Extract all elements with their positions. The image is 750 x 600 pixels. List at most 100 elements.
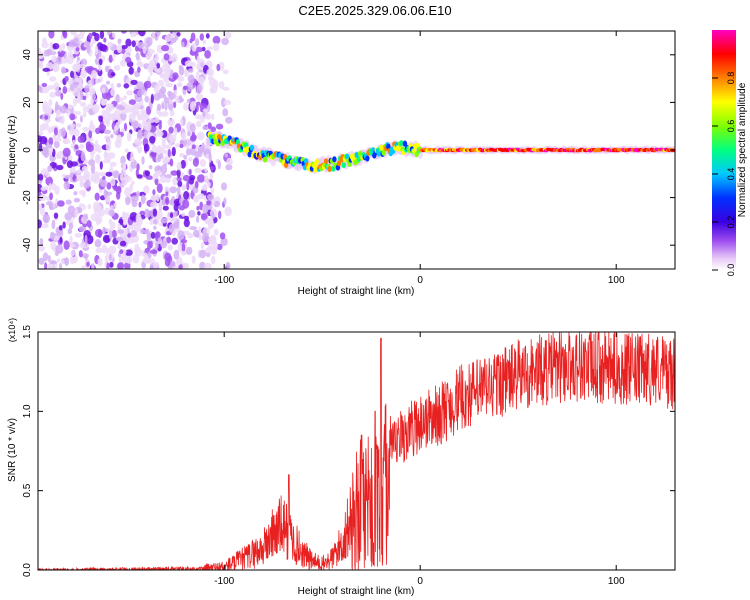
spectrogram-noise-blob xyxy=(45,143,53,149)
spectrogram-noise-blob xyxy=(75,41,80,48)
spectrogram-noise-blob xyxy=(86,220,92,228)
spectrogram-noise-blob xyxy=(48,31,55,39)
spectrogram-noise-blob xyxy=(165,65,171,74)
spectrogram-noise-blob xyxy=(108,245,117,255)
spectrogram-noise-blob xyxy=(198,76,205,84)
spectrogram-noise-blob xyxy=(146,232,152,242)
spectrogram-noise-blob xyxy=(155,31,161,37)
snr-x-tick-label: 100 xyxy=(608,576,625,587)
spectrogram-noise-blob xyxy=(206,46,214,51)
spectrogram-noise-blob xyxy=(98,124,107,132)
spectrogram-noise-blob xyxy=(157,79,165,87)
spectrogram-noise-blob xyxy=(175,260,181,266)
spectrogram-noise-blob xyxy=(215,123,224,130)
spectrogram-noise-blob xyxy=(142,257,151,264)
spectrogram-noise-blob xyxy=(179,119,184,126)
spectrogram-noise-blob xyxy=(69,256,76,265)
spectrogram-noise-blob xyxy=(84,92,89,98)
spectrogram-noise-blob xyxy=(68,243,76,248)
spectrogram-noise-blob xyxy=(164,34,172,42)
snr-x-label: Height of straight line (km) xyxy=(298,586,415,597)
spectrogram-noise-blob xyxy=(153,118,160,124)
spectrogram-noise-blob xyxy=(110,177,116,187)
spectrogram-noise-blob xyxy=(176,32,181,37)
spectrogram-noise-blob xyxy=(225,116,233,124)
spectrogram-noise-blob xyxy=(106,182,112,190)
spectrogram-signal-cell xyxy=(332,156,337,163)
spectrogram-noise-blob xyxy=(176,161,182,171)
spectrogram-noise-blob xyxy=(154,178,159,186)
spectrogram-noise-blob xyxy=(194,167,202,174)
spectrogram-noise-blob xyxy=(104,135,111,141)
spectrogram-noise-blob xyxy=(123,122,128,132)
spectrogram-noise-blob xyxy=(137,146,143,154)
spectrogram-noise-blob xyxy=(166,236,172,244)
spectrogram-y-ticks: 40 20 0 -20 -40 xyxy=(22,49,675,252)
spectrogram-noise-blob xyxy=(186,246,193,255)
spectrogram-noise-blob xyxy=(138,31,146,37)
spectrogram-noise-blob xyxy=(104,65,110,73)
spectrogram-noise-blob xyxy=(99,44,107,52)
spectrogram-noise-blob xyxy=(183,190,190,200)
spectrogram-noise-blob xyxy=(48,99,53,107)
spectrogram-noise-blob xyxy=(103,129,111,135)
spectrogram-noise-blob xyxy=(177,180,183,188)
spectrogram-signal-cell xyxy=(399,140,404,147)
spectrogram-noise-blob xyxy=(212,42,220,52)
spectrogram-noise-blob xyxy=(58,53,65,58)
spectrogram-noise-blob xyxy=(134,138,142,146)
spectrogram-noise-blob xyxy=(177,76,185,82)
spectrogram-noise-blob xyxy=(82,95,87,101)
colorbar-ticks: 0.0 0.2 0.4 0.6 0.8 xyxy=(712,72,736,276)
spectrogram-noise-blob xyxy=(127,224,135,230)
spectrogram-noise-blob xyxy=(124,187,132,197)
spectrogram-noise-blob xyxy=(79,63,87,69)
spectrogram-noise-blob xyxy=(181,242,186,253)
spectrogram-noise-blob xyxy=(177,243,183,253)
spectrogram-noise-blob xyxy=(216,63,221,72)
spectrogram-noise-blob xyxy=(79,115,83,123)
spectrogram-noise-blob xyxy=(86,144,94,153)
spectrogram-noise-blob xyxy=(131,108,140,116)
spectrogram-noise-blob xyxy=(162,198,166,206)
spectrogram-noise-blob xyxy=(195,38,200,47)
colorbar-tick-label: 0.2 xyxy=(726,216,736,229)
spectrogram-y-tick-label: 0 xyxy=(22,147,33,153)
spectrogram-noise-blob xyxy=(163,144,172,149)
spectrogram-noise-blob xyxy=(199,159,206,167)
spectrogram-noise-blob xyxy=(38,245,45,252)
spectrogram-noise-blob xyxy=(150,194,158,201)
spectrogram-noise-blob xyxy=(95,45,99,55)
spectrogram-noise-blob xyxy=(38,134,43,143)
spectrogram-noise-blob xyxy=(155,130,164,137)
spectrogram-noise-blob xyxy=(152,189,156,196)
spectrogram-noise-blob xyxy=(121,176,128,186)
spectrogram-noise-blob xyxy=(41,146,49,156)
spectrogram-signal-cell xyxy=(379,144,384,151)
spectrogram-noise-blob xyxy=(70,31,77,36)
spectrogram-noise-blob xyxy=(98,115,104,123)
spectrogram-noise-blob xyxy=(73,128,80,137)
spectrogram-noise-blob xyxy=(182,85,188,91)
spectrogram-noise-blob xyxy=(167,244,173,251)
spectrogram-noise-blob xyxy=(224,153,228,158)
spectrogram-noise-blob xyxy=(145,51,152,61)
spectrogram-noise-blob xyxy=(170,37,177,44)
spectrogram-noise-blob xyxy=(139,210,146,217)
spectrogram-noise-blob xyxy=(57,200,65,207)
spectrogram-noise-blob xyxy=(137,66,141,73)
spectrogram-noise-blob xyxy=(40,186,47,192)
spectrogram-noise-blob xyxy=(69,113,76,121)
spectrogram-noise-blob xyxy=(170,137,177,142)
spectrogram-signal-cell xyxy=(402,140,408,147)
spectrogram-noise-blob xyxy=(42,67,50,72)
spectrogram-noise-blob xyxy=(212,35,221,45)
spectrogram-noise-blob xyxy=(220,237,228,246)
spectrogram-noise-blob xyxy=(203,262,212,269)
snr-y-multiplier: (x10⁴) xyxy=(7,318,17,342)
spectrogram-noise-blob xyxy=(105,115,111,126)
spectrogram-noise-blob xyxy=(111,229,118,239)
spectrogram-noise-blob xyxy=(179,143,184,149)
spectrogram-noise-blob xyxy=(38,219,42,229)
spectrogram-noise-blob xyxy=(55,244,64,254)
